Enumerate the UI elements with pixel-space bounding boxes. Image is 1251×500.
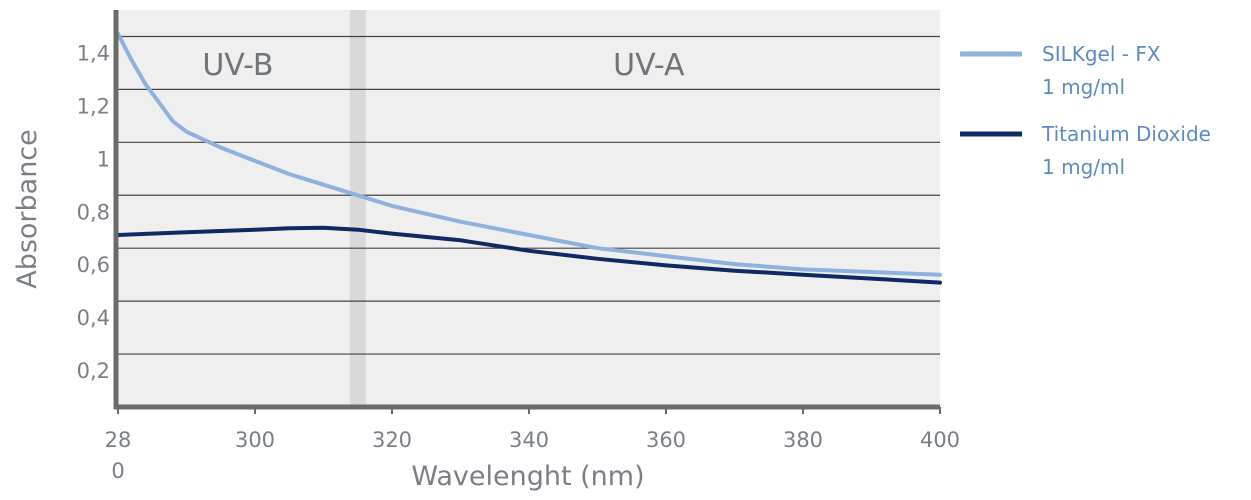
x-tick-label-continuation: 0 xyxy=(111,459,124,483)
series-line-titanium-dioxide xyxy=(116,225,942,285)
plot-background xyxy=(118,10,940,407)
x-tick-label: 320 xyxy=(372,428,412,452)
x-tick-label: 380 xyxy=(783,428,823,452)
y-tick-labels: 0,2 0,4 0,6 0,8 1 1,2 1,4 xyxy=(77,41,110,383)
y-tick-label: 0,8 xyxy=(77,200,110,224)
region-label-uv-b: UV-B xyxy=(202,48,273,83)
x-tick-label: 300 xyxy=(235,428,275,452)
y-tick-label: 0,4 xyxy=(77,306,110,330)
x-axis-title: Wavelenght (nm) xyxy=(411,461,644,492)
series-line-silkgel-fx xyxy=(116,31,942,277)
y-tick-label: 0,6 xyxy=(77,253,110,277)
x-tick-label: 360 xyxy=(646,428,686,452)
legend-label-concentration: 1 mg/ml xyxy=(1042,155,1125,179)
legend: SILKgel - FX 1 mg/ml Titanium Dioxide 1 mg/… xyxy=(960,42,1211,179)
region-label-uv-a: UV-A xyxy=(613,48,685,83)
uv-regions: UV-B UV-A xyxy=(202,10,685,407)
x-tick-label: 340 xyxy=(509,428,549,452)
data-series xyxy=(116,31,942,285)
gridlines xyxy=(118,35,940,355)
y-tick-label: 1 xyxy=(97,147,110,171)
x-tick-label: 400 xyxy=(920,428,960,452)
y-axis-title: Absorbance xyxy=(12,129,43,289)
y-tick-label: 0,2 xyxy=(77,359,110,383)
y-tick-label: 1,2 xyxy=(77,94,110,118)
axes xyxy=(113,10,941,414)
legend-label: SILKgel - FX xyxy=(1042,42,1161,66)
uv-divider-band xyxy=(349,10,366,407)
x-tick-label: 28 xyxy=(105,428,132,452)
y-tick-label: 1,4 xyxy=(77,41,110,65)
legend-label: Titanium Dioxide xyxy=(1041,122,1211,146)
legend-label-concentration: 1 mg/ml xyxy=(1042,75,1125,99)
